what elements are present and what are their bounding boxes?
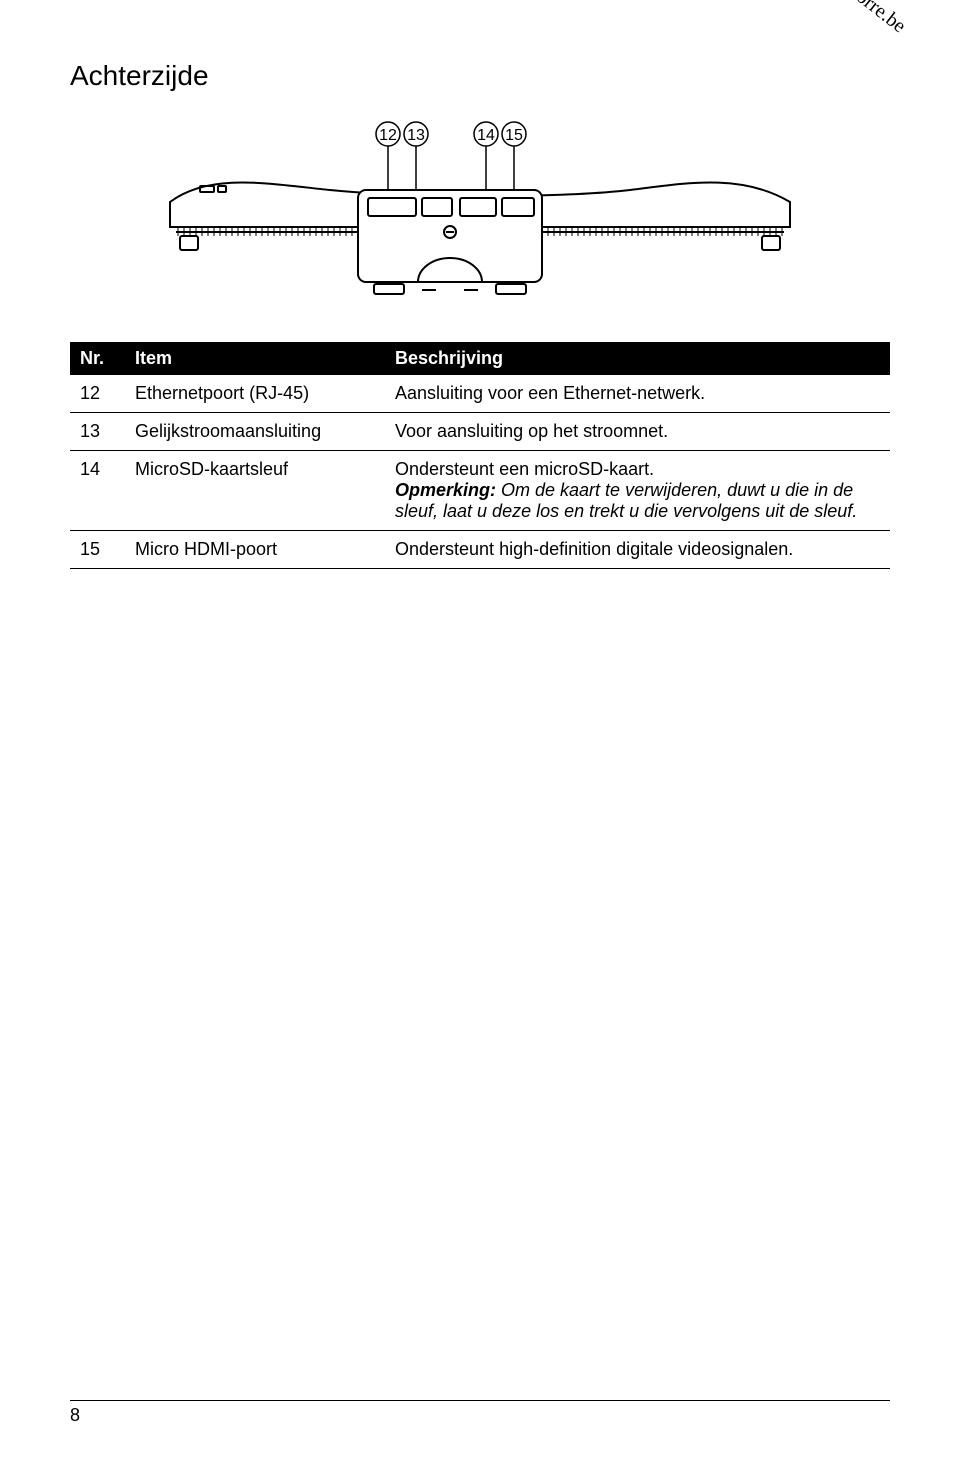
cell-desc-main: Ondersteunt een microSD-kaart. (395, 459, 654, 479)
note-label: Opmerking: (395, 480, 496, 500)
cell-item: MicroSD-kaartsleuf (125, 451, 385, 531)
cell-nr: 15 (70, 531, 125, 569)
th-nr: Nr. (70, 342, 125, 375)
callout-14: 14 (477, 127, 495, 144)
cell-desc: Voor aansluiting op het stroomnet. (385, 413, 890, 451)
callout-12: 12 (379, 127, 397, 144)
rear-diagram: 12 13 14 15 (70, 112, 890, 312)
rear-diagram-svg: 12 13 14 15 (160, 112, 800, 312)
table-header-row: Nr. Item Beschrijving (70, 342, 890, 375)
cell-item: Ethernetpoort (RJ-45) (125, 375, 385, 413)
th-desc: Beschrijving (385, 342, 890, 375)
cell-nr: 12 (70, 375, 125, 413)
cell-item: Micro HDMI-poort (125, 531, 385, 569)
table-row: 15 Micro HDMI-poort Ondersteunt high-def… (70, 531, 890, 569)
th-item: Item (125, 342, 385, 375)
spec-table: Nr. Item Beschrijving 12 Ethernetpoort (… (70, 342, 890, 569)
table-row: 14 MicroSD-kaartsleuf Ondersteunt een mi… (70, 451, 890, 531)
page-number: 8 (70, 1400, 890, 1426)
table-row: 13 Gelijkstroomaansluiting Voor aansluit… (70, 413, 890, 451)
cell-desc: Ondersteunt high-definition digitale vid… (385, 531, 890, 569)
cell-item: Gelijkstroomaansluiting (125, 413, 385, 451)
page: Downloaded from www.vandenborre.be Achte… (0, 0, 960, 1466)
cell-nr: 13 (70, 413, 125, 451)
table-row: 12 Ethernetpoort (RJ-45) Aansluiting voo… (70, 375, 890, 413)
cell-nr: 14 (70, 451, 125, 531)
page-heading: Achterzijde (70, 60, 890, 92)
cell-desc: Aansluiting voor een Ethernet-netwerk. (385, 375, 890, 413)
cell-desc: Ondersteunt een microSD-kaart. Opmerking… (385, 451, 890, 531)
callout-13: 13 (407, 127, 425, 144)
callout-15: 15 (505, 127, 523, 144)
watermark-text: Downloaded from www.vandenborre.be (642, 0, 910, 38)
